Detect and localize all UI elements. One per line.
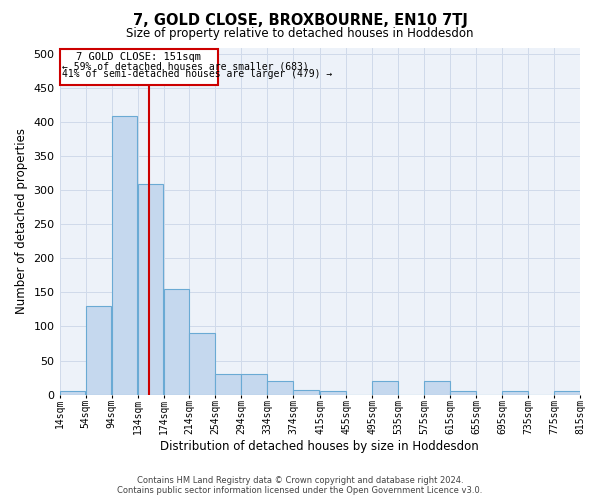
X-axis label: Distribution of detached houses by size in Hoddesdon: Distribution of detached houses by size … xyxy=(160,440,479,452)
Text: 7, GOLD CLOSE, BROXBOURNE, EN10 7TJ: 7, GOLD CLOSE, BROXBOURNE, EN10 7TJ xyxy=(133,12,467,28)
Bar xyxy=(137,184,163,394)
Bar xyxy=(86,306,111,394)
Bar xyxy=(241,374,267,394)
Bar xyxy=(424,381,450,394)
Bar xyxy=(293,390,319,394)
Bar xyxy=(59,391,85,394)
Bar xyxy=(215,374,241,394)
Text: 7 GOLD CLOSE: 151sqm: 7 GOLD CLOSE: 151sqm xyxy=(76,52,202,62)
Text: Contains HM Land Registry data © Crown copyright and database right 2024.
Contai: Contains HM Land Registry data © Crown c… xyxy=(118,476,482,495)
Bar xyxy=(164,289,189,395)
Text: 41% of semi-detached houses are larger (479) →: 41% of semi-detached houses are larger (… xyxy=(62,70,332,80)
Bar xyxy=(450,391,476,394)
Bar xyxy=(502,391,527,394)
Text: Size of property relative to detached houses in Hoddesdon: Size of property relative to detached ho… xyxy=(126,28,474,40)
Y-axis label: Number of detached properties: Number of detached properties xyxy=(15,128,28,314)
Bar xyxy=(112,116,137,394)
Bar xyxy=(320,391,346,394)
Text: ← 59% of detached houses are smaller (683): ← 59% of detached houses are smaller (68… xyxy=(62,61,308,71)
Bar xyxy=(554,391,580,394)
Bar xyxy=(190,334,215,394)
Bar xyxy=(372,381,398,394)
Bar xyxy=(268,381,293,394)
FancyBboxPatch shape xyxy=(60,49,218,85)
